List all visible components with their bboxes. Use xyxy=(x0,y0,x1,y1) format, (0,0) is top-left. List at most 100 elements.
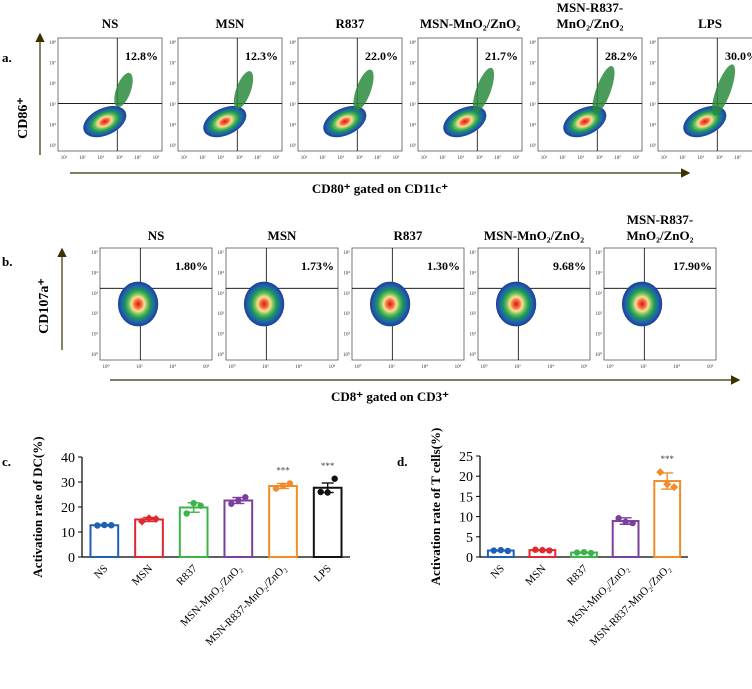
panel-a-y-tick: 10⁵ xyxy=(529,102,536,108)
panel-a-y-tick: 10⁸ xyxy=(529,40,536,46)
panel-c-data-point xyxy=(272,485,280,492)
panel-c-data-point xyxy=(145,514,153,523)
panel-b-x-tick: 10⁴ xyxy=(547,364,554,370)
panel-a-x-tick: 10³ xyxy=(98,155,105,161)
panel-b-y-tick: 10¹ xyxy=(218,332,225,338)
panel-d-y-tick-label: 20 xyxy=(459,470,473,485)
panel-c-data-point xyxy=(286,480,294,487)
panel-b-y-tick: 10⁴ xyxy=(217,270,224,276)
panel-b-plot-4: MSN-MnO₂/ZnO₂ 9.68% 10⁵ 10⁴ 10³ 10² 10¹ 10⁰ 10⁰ 1… xyxy=(469,228,591,370)
panel-c-data-point xyxy=(317,488,324,496)
panel-a-y-tick: 10⁴ xyxy=(169,122,176,128)
panel-d-data-point xyxy=(497,546,504,554)
panel-b-y-tick: 10⁵ xyxy=(343,250,350,256)
panel-b-plot-title: MSN xyxy=(268,228,298,243)
panel-c-data-point xyxy=(190,500,197,507)
panel-c-y-label: Activation rate of DC(%) xyxy=(30,436,45,577)
panel-b-density-cloud xyxy=(117,281,159,327)
panel-b-plot-title: NS xyxy=(148,228,165,243)
panel-a-plot-title: MSN-R837-MnO₂/ZnO₂ xyxy=(556,0,623,31)
panel-d-label: d. xyxy=(397,454,407,469)
panel-a-x-label: CD80⁺ gated on CD11c⁺ xyxy=(312,181,448,196)
panel-a-x-tick: 10¹ xyxy=(661,155,668,161)
panel-a-density-cloud xyxy=(443,67,495,138)
panel-a-y-tick: 10⁶ xyxy=(649,81,656,87)
panel-a-x-tick: 10⁴ xyxy=(716,155,723,161)
panel-a-y-tick: 10⁶ xyxy=(289,81,296,87)
panel-b-plot-frame xyxy=(225,247,339,361)
panel-a-x-tick: 10⁵ xyxy=(494,155,501,161)
panel-c-data-point xyxy=(197,502,204,509)
panel-d-y-tick-label: 5 xyxy=(466,531,473,546)
panel-b-y-tick: 10⁵ xyxy=(91,250,98,256)
panel-a-x-tick: 10⁴ xyxy=(116,155,123,161)
panel-a-quadrant-percent: 21.7% xyxy=(485,49,518,63)
panel-b-plot-2: MSN 1.73% 10⁵ 10⁴ 10³ 10² 10¹ 10⁰ 10⁰ 10² 10⁴ 10⁶ xyxy=(217,228,339,370)
panel-a-y-tick: 10⁸ xyxy=(649,40,656,46)
panel-a-y-label: CD86⁺ xyxy=(16,97,31,139)
panel-b-y-tick: 10⁴ xyxy=(469,270,476,276)
panel-a-x-tick: 10⁵ xyxy=(254,155,261,161)
panel-b-quadrant-percent: 9.68% xyxy=(553,259,586,273)
panel-c-data-point xyxy=(183,510,190,517)
panel-a-plot-3: R837 22.0% 10⁸ 10⁷ 10⁶ 10⁵ 10⁴ 10³ 10¹ 10² 10³ 10⁴ 1… xyxy=(289,16,403,161)
panel-b-y-tick: 10³ xyxy=(344,291,351,297)
panel-a-y-tick: 10⁵ xyxy=(49,102,56,108)
panel-a-x-tick: 10¹ xyxy=(301,155,308,161)
panel-c-category-label: MSN xyxy=(130,563,155,588)
panel-b-x-tick: 10⁴ xyxy=(295,364,302,370)
panel-b-quadrant-percent: 1.73% xyxy=(301,259,334,273)
panel-b-y-tick: 10¹ xyxy=(470,332,477,338)
panel-c-category-label: MSN-R837-MnO₂/ZnO₂ xyxy=(203,563,289,649)
panel-a-y-tick: 10⁵ xyxy=(169,102,176,108)
panel-a-y-tick: 10⁴ xyxy=(649,122,656,128)
panel-b-y-tick: 10⁵ xyxy=(595,250,602,256)
panel-c-y-tick-label: 10 xyxy=(61,526,75,541)
panel-a-x-tick: 10³ xyxy=(338,155,345,161)
panel-b-x-tick: 10⁰ xyxy=(354,364,361,370)
panel-b-x-tick: 10⁶ xyxy=(455,364,462,370)
panel-a-quadrant-percent: 12.8% xyxy=(125,49,158,63)
panel-c-data-point xyxy=(279,482,287,489)
panel-a-y-tick: 10⁸ xyxy=(289,40,296,46)
panel-b-density-cloud xyxy=(243,281,285,327)
panel-d-data-point xyxy=(656,468,665,477)
panel-b: b. CD107a⁺ CD8⁺ gated on CD3⁺ NS 1.80% 10⁵… xyxy=(2,212,741,404)
panel-d-y-tick-label: 10 xyxy=(459,511,473,526)
panel-b-quadrant-percent: 1.80% xyxy=(175,259,208,273)
panel-a-x-tick: 10⁶ xyxy=(633,155,640,161)
panel-a-density-cloud xyxy=(563,66,615,138)
panel-b-y-tick: 10⁰ xyxy=(469,352,476,358)
panel-a-y-tick: 10⁵ xyxy=(649,102,656,108)
panel-a-x-tick: 10² xyxy=(439,155,446,161)
panel-b-density-cloud xyxy=(621,281,663,327)
panel-b-x-tick: 10² xyxy=(388,364,395,370)
panel-a-x-tick: 10¹ xyxy=(421,155,428,161)
panel-a-x-tick: 10¹ xyxy=(541,155,548,161)
panel-b-y-tick: 10¹ xyxy=(596,332,603,338)
panel-a-quadrant-percent: 22.0% xyxy=(365,49,398,63)
panel-a-x-tick: 10² xyxy=(199,155,206,161)
panel-b-plot-title: MSN-MnO₂/ZnO₂ xyxy=(484,228,584,243)
panel-a-quadrant-percent: 30.0% xyxy=(725,49,752,63)
panel-c-data-point xyxy=(94,522,101,529)
panel-b-x-tick: 10⁴ xyxy=(421,364,428,370)
panel-d-bar xyxy=(653,480,682,559)
panel-a-x-tick: 10⁵ xyxy=(134,155,141,161)
panel-a-x-tick: 10¹ xyxy=(61,155,68,161)
panel-a-y-tick: 10⁵ xyxy=(409,102,416,108)
panel-b-y-tick: 10⁰ xyxy=(91,352,98,358)
panel-c-category-label: NS xyxy=(92,563,110,581)
panel-a-x-tick: 10² xyxy=(679,155,686,161)
panel-a-plot-frame xyxy=(417,37,523,152)
panel-b-x-tick: 10² xyxy=(262,364,269,370)
panel-a-plot-frame xyxy=(297,37,403,152)
panel-b-x-tick: 10⁰ xyxy=(480,364,487,370)
panel-a-y-tick: 10⁸ xyxy=(409,40,416,46)
panel-b-x-tick: 10² xyxy=(136,364,143,370)
panel-c-significance: *** xyxy=(276,466,290,476)
panel-b-y-tick: 10³ xyxy=(92,291,99,297)
panel-a-x-tick: 10⁶ xyxy=(153,155,160,161)
panel-b-plot-title: MSN-R837-MnO₂/ZnO₂ xyxy=(626,212,693,243)
